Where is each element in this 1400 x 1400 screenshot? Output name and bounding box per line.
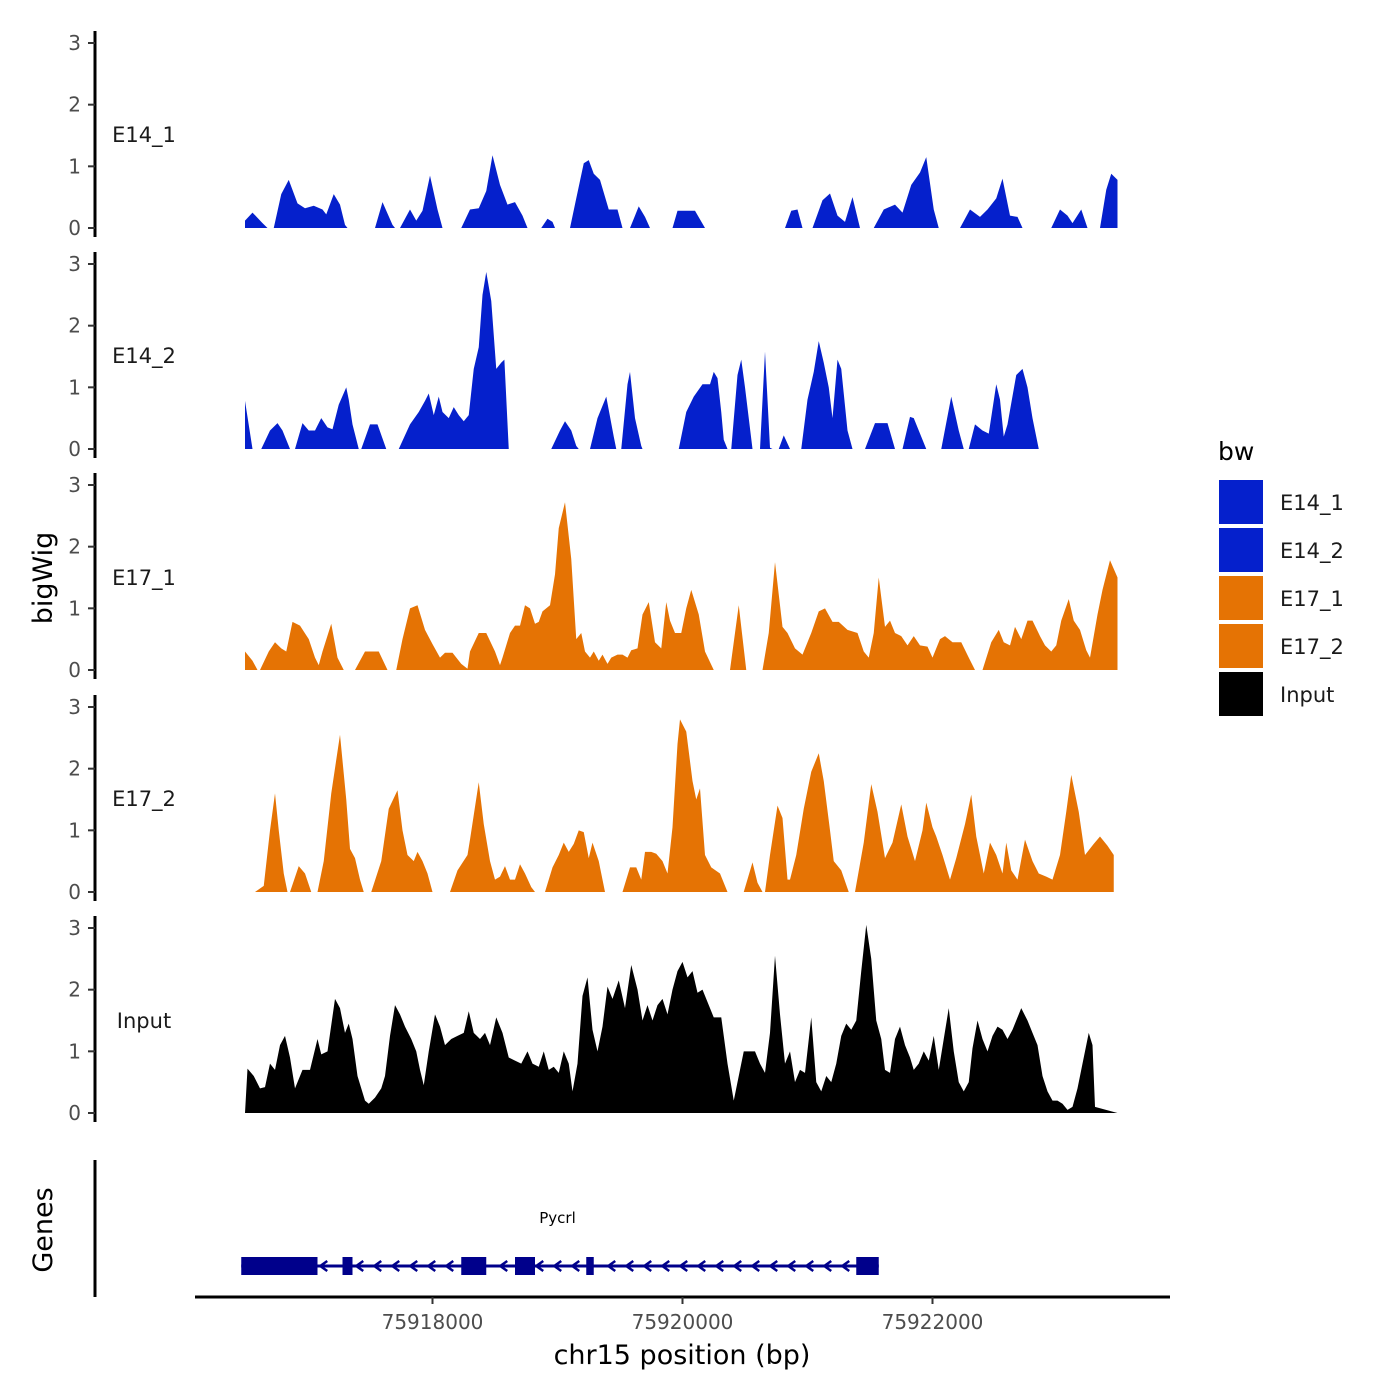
legend-title: bw (1218, 437, 1254, 466)
strand-arrow (444, 1259, 454, 1273)
strand-arrow (750, 1259, 760, 1273)
exon-6 (856, 1257, 879, 1275)
x-tick-label: 75920000 (632, 1310, 734, 1334)
strand-arrow (768, 1259, 778, 1273)
bigwig-tracks: 0 1 2 3 E14_1 0 1 2 3 E14_2 0 1 2 3 E17_1 0 1 2 3 E17_2 0 1 2 3… (68, 31, 1118, 1125)
strand-arrow (534, 1259, 544, 1273)
gene-name-label: Pycrl (539, 1209, 576, 1227)
strand-arrow (354, 1259, 364, 1273)
legend-label-Input: Input (1280, 683, 1334, 707)
y-tick-label: 1 (68, 818, 81, 842)
y-axis-title: bigWig (28, 532, 59, 625)
y-tick-label: 0 (68, 1101, 81, 1125)
legend-swatch-Input (1219, 672, 1263, 716)
x-tick-label: 75922000 (882, 1310, 984, 1334)
signal-area-E17_2 (255, 719, 1114, 892)
strand-arrow (624, 1259, 634, 1273)
y-tick-label: 3 (68, 695, 81, 719)
strand-arrow (552, 1259, 562, 1273)
y-tick-label: 2 (68, 757, 81, 781)
track-label-E14_1: E14_1 (112, 123, 176, 148)
legend-label-E17_1: E17_1 (1280, 587, 1344, 612)
exon-4 (515, 1257, 535, 1275)
strand-arrow (498, 1259, 508, 1273)
y-tick-label: 0 (68, 216, 81, 240)
track-panel-E17_1: 0 1 2 3 E17_1 (68, 473, 1118, 682)
strand-arrow (408, 1259, 418, 1273)
legend-swatch-E14_2 (1219, 528, 1263, 572)
signal-area-E14_1 (245, 155, 1118, 228)
strand-arrow (318, 1259, 328, 1273)
strand-arrow (660, 1259, 670, 1273)
y-tick-label: 3 (68, 916, 81, 940)
strand-arrow (822, 1259, 832, 1273)
y-tick-label: 2 (68, 314, 81, 338)
strand-arrow (714, 1259, 724, 1273)
strand-arrow (390, 1259, 400, 1273)
signal-area-E17_1 (245, 502, 1118, 670)
y-tick-label: 3 (68, 31, 81, 55)
exon-5 (586, 1257, 594, 1275)
strand-arrow (426, 1259, 436, 1273)
y-tick-label: 2 (68, 978, 81, 1002)
y-tick-label: 1 (68, 596, 81, 620)
track-label-E17_1: E17_1 (112, 566, 176, 591)
y-tick-label: 0 (68, 880, 81, 904)
genes-track: Pycrl (93, 1160, 879, 1297)
strand-arrow (570, 1259, 580, 1273)
y-tick-label: 3 (68, 473, 81, 497)
strand-arrow (606, 1259, 616, 1273)
strand-arrow (786, 1259, 796, 1273)
legend-swatch-E17_2 (1219, 624, 1263, 668)
y-tick-label: 3 (68, 252, 81, 276)
y-tick-label: 0 (68, 437, 81, 461)
legend-label-E17_2: E17_2 (1280, 635, 1344, 660)
legend-swatch-E14_1 (1219, 480, 1263, 524)
signal-area-Input (245, 924, 1118, 1113)
y-tick-label: 2 (68, 93, 81, 117)
track-panel-Input: 0 1 2 3 Input (68, 916, 1118, 1125)
track-label-E14_2: E14_2 (112, 344, 176, 369)
track-label-Input: Input (117, 1009, 171, 1033)
y-tick-label: 2 (68, 535, 81, 559)
strand-arrow (840, 1259, 850, 1273)
track-label-E17_2: E17_2 (112, 787, 176, 812)
track-panel-E14_1: 0 1 2 3 E14_1 (68, 31, 1118, 240)
strand-arrow (372, 1259, 382, 1273)
strand-arrow (732, 1259, 742, 1273)
x-tick-label: 75918000 (382, 1310, 484, 1334)
legend-label-E14_2: E14_2 (1280, 539, 1344, 564)
y-tick-label: 0 (68, 658, 81, 682)
legend-label-E14_1: E14_1 (1280, 491, 1344, 516)
strand-arrow (696, 1259, 706, 1273)
exon-3 (461, 1257, 487, 1275)
strand-arrow (678, 1259, 688, 1273)
genes-axis-title: Genes (28, 1187, 59, 1272)
track-panel-E14_2: 0 1 2 3 E14_2 (68, 252, 1093, 461)
x-axis-title: chr15 position (bp) (554, 1340, 811, 1371)
legend: bw E14_1 E14_2 E17_1 E17_2 Input (1218, 437, 1344, 716)
strand-arrow (642, 1259, 652, 1273)
exon-2 (342, 1257, 353, 1275)
strand-arrow (804, 1259, 814, 1273)
y-tick-label: 1 (68, 1039, 81, 1063)
signal-area-E14_2 (245, 272, 1093, 449)
gene-Pycrl: Pycrl (241, 1209, 879, 1275)
x-axis: 75918000 75920000 75922000 (195, 1295, 1170, 1334)
track-panel-E17_2: 0 1 2 3 E17_2 (68, 695, 1114, 904)
y-tick-label: 1 (68, 375, 81, 399)
exon-1 (241, 1257, 318, 1275)
y-tick-label: 1 (68, 154, 81, 178)
legend-swatch-E17_1 (1219, 576, 1263, 620)
